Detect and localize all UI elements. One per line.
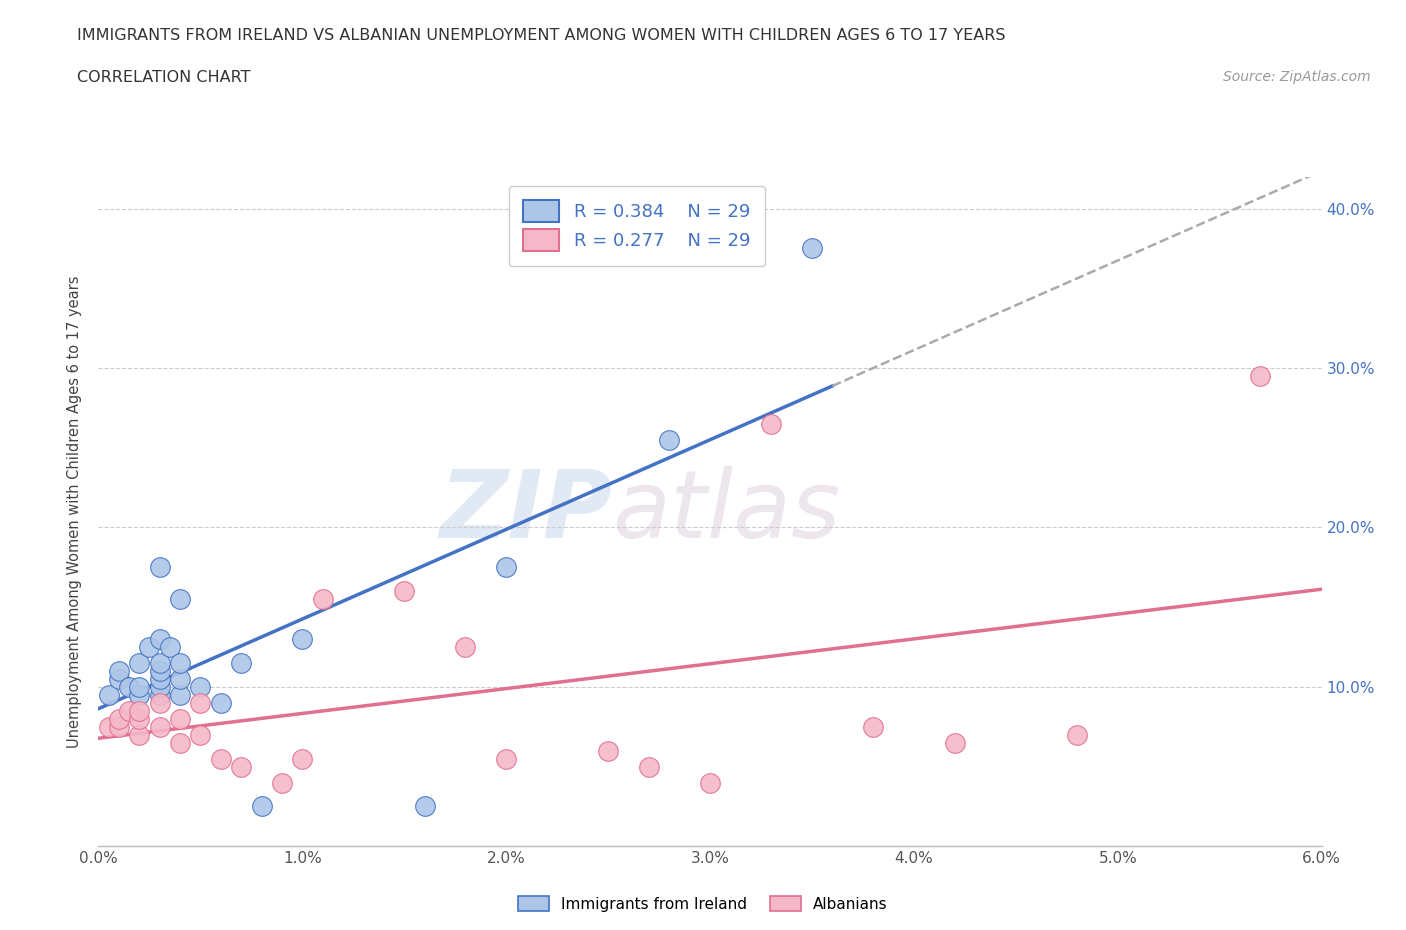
Text: Source: ZipAtlas.com: Source: ZipAtlas.com [1223,70,1371,84]
Point [699,775,721,790]
Point [169,736,191,751]
Point [1066,727,1088,742]
Point [169,656,191,671]
Point [169,671,191,686]
Point [149,671,172,686]
Point [188,680,212,695]
Text: atlas: atlas [612,466,841,557]
Point [138,640,160,655]
Point [658,432,681,447]
Point [291,751,314,766]
Point [128,656,150,671]
Point [108,719,131,734]
Text: ZIP: ZIP [439,466,612,557]
Point [862,719,884,734]
Point [169,687,191,702]
Point [128,680,150,695]
Point [1249,368,1271,383]
Point [159,640,181,655]
Point [149,696,172,711]
Text: CORRELATION CHART: CORRELATION CHART [77,70,250,85]
Point [108,711,131,726]
Point [97,687,120,702]
Point [169,591,191,606]
Point [801,241,824,256]
Point [169,711,191,726]
Point [149,656,172,671]
Point [118,680,141,695]
Legend: Immigrants from Ireland, Albanians: Immigrants from Ireland, Albanians [512,889,894,918]
Point [128,727,150,742]
Point [209,696,232,711]
Point [149,680,172,695]
Point [128,703,150,718]
Point [495,751,517,766]
Point [108,671,131,686]
Point [108,663,131,678]
Point [598,743,620,758]
Point [250,799,273,814]
Point [311,591,335,606]
Point [943,736,966,751]
Point [188,696,212,711]
Point [128,711,150,726]
Y-axis label: Unemployment Among Women with Children Ages 6 to 17 years: Unemployment Among Women with Children A… [67,275,83,748]
Point [149,631,172,646]
Point [761,417,783,432]
Point [128,687,150,702]
Point [495,560,517,575]
Legend: R = 0.384    N = 29, R = 0.277    N = 29: R = 0.384 N = 29, R = 0.277 N = 29 [509,186,765,266]
Point [209,751,232,766]
Point [413,799,436,814]
Point [231,759,253,774]
Point [118,703,141,718]
Point [637,759,661,774]
Point [454,640,477,655]
Point [392,584,416,599]
Point [149,663,172,678]
Point [149,719,172,734]
Point [231,656,253,671]
Point [188,727,212,742]
Point [97,719,120,734]
Point [270,775,292,790]
Text: IMMIGRANTS FROM IRELAND VS ALBANIAN UNEMPLOYMENT AMONG WOMEN WITH CHILDREN AGES : IMMIGRANTS FROM IRELAND VS ALBANIAN UNEM… [77,28,1005,43]
Point [149,687,172,702]
Point [149,560,172,575]
Point [291,631,314,646]
